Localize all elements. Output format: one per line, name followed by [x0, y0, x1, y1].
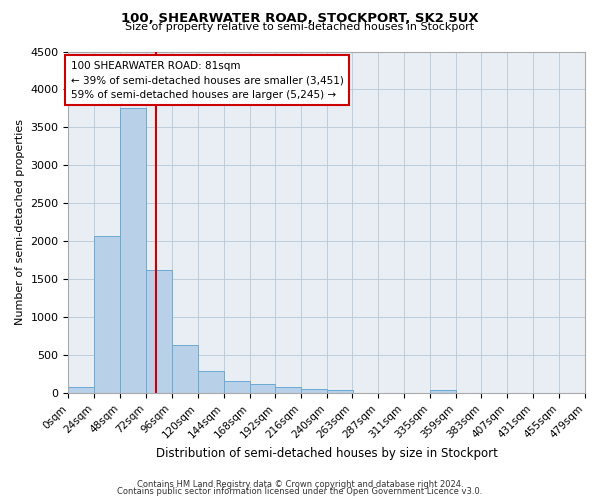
X-axis label: Distribution of semi-detached houses by size in Stockport: Distribution of semi-detached houses by …: [156, 447, 497, 460]
Bar: [120, 108, 146, 394]
Bar: [430, 390, 455, 394]
Bar: [94, 236, 120, 394]
Bar: [224, 382, 250, 394]
Bar: [250, 384, 275, 394]
Text: Contains HM Land Registry data © Crown copyright and database right 2024.: Contains HM Land Registry data © Crown c…: [137, 480, 463, 489]
Bar: [301, 389, 327, 394]
Bar: [146, 270, 172, 394]
Text: 100 SHEARWATER ROAD: 81sqm
← 39% of semi-detached houses are smaller (3,451)
59%: 100 SHEARWATER ROAD: 81sqm ← 39% of semi…: [71, 60, 343, 100]
Bar: [198, 372, 224, 394]
Text: 100, SHEARWATER ROAD, STOCKPORT, SK2 5UX: 100, SHEARWATER ROAD, STOCKPORT, SK2 5UX: [121, 12, 479, 26]
Bar: [172, 345, 198, 394]
Text: Contains public sector information licensed under the Open Government Licence v3: Contains public sector information licen…: [118, 487, 482, 496]
Bar: [68, 386, 94, 394]
Bar: [327, 390, 353, 394]
Y-axis label: Number of semi-detached properties: Number of semi-detached properties: [15, 120, 25, 326]
Bar: [275, 386, 301, 394]
Text: Size of property relative to semi-detached houses in Stockport: Size of property relative to semi-detach…: [125, 22, 475, 32]
